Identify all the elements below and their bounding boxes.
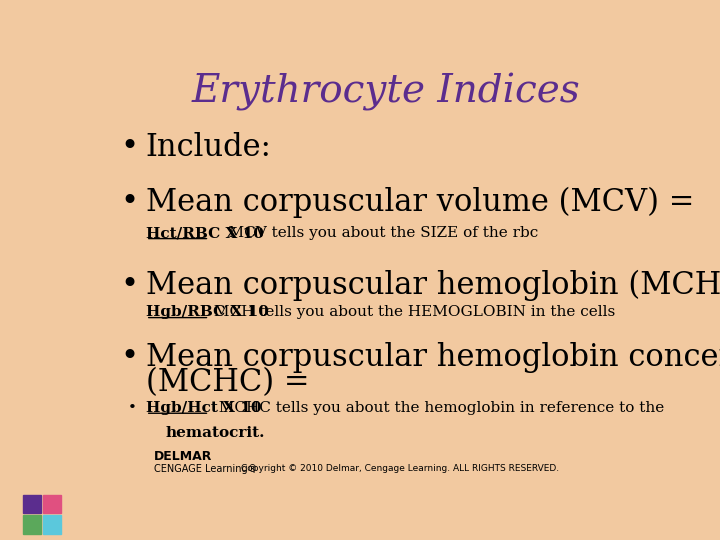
Text: MCH tells you about the HEMOGLOBIN in the cells: MCH tells you about the HEMOGLOBIN in th… (210, 305, 616, 319)
Text: Hgb/Hct X 10: Hgb/Hct X 10 (145, 401, 261, 415)
Text: •: • (120, 186, 138, 218)
Text: Hgb/RBC X 10: Hgb/RBC X 10 (145, 305, 269, 319)
Text: Include:: Include: (145, 132, 271, 164)
Text: CENGAGE Learning®: CENGAGE Learning® (154, 464, 258, 474)
Text: •: • (127, 401, 136, 415)
Text: (MCHC) =: (MCHC) = (145, 367, 310, 399)
Text: Copyright © 2010 Delmar, Cengage Learning. ALL RIGHTS RESERVED.: Copyright © 2010 Delmar, Cengage Learnin… (240, 464, 559, 474)
Bar (23, 495, 41, 513)
Text: •: • (120, 342, 138, 374)
Text: hematocrit.: hematocrit. (166, 426, 265, 440)
Text: MCHC tells you about the hemoglobin in reference to the: MCHC tells you about the hemoglobin in r… (210, 401, 665, 415)
Text: •: • (120, 269, 138, 301)
Text: MCV tells you about the SIZE of the rbc: MCV tells you about the SIZE of the rbc (210, 226, 539, 240)
Text: Hct/RBC X 10: Hct/RBC X 10 (145, 226, 264, 240)
Text: Mean corpuscular hemoglobin (MCH) =: Mean corpuscular hemoglobin (MCH) = (145, 269, 720, 301)
Text: DELMAR: DELMAR (154, 450, 212, 463)
Bar (23, 515, 41, 534)
Bar (43, 495, 60, 513)
Text: •: • (120, 132, 138, 164)
Text: Mean corpuscular hemoglobin concentration: Mean corpuscular hemoglobin concentratio… (145, 342, 720, 374)
Text: Mean corpuscular volume (MCV) =: Mean corpuscular volume (MCV) = (145, 186, 694, 218)
Text: Erythrocyte Indices: Erythrocyte Indices (192, 73, 580, 111)
Bar (43, 515, 60, 534)
